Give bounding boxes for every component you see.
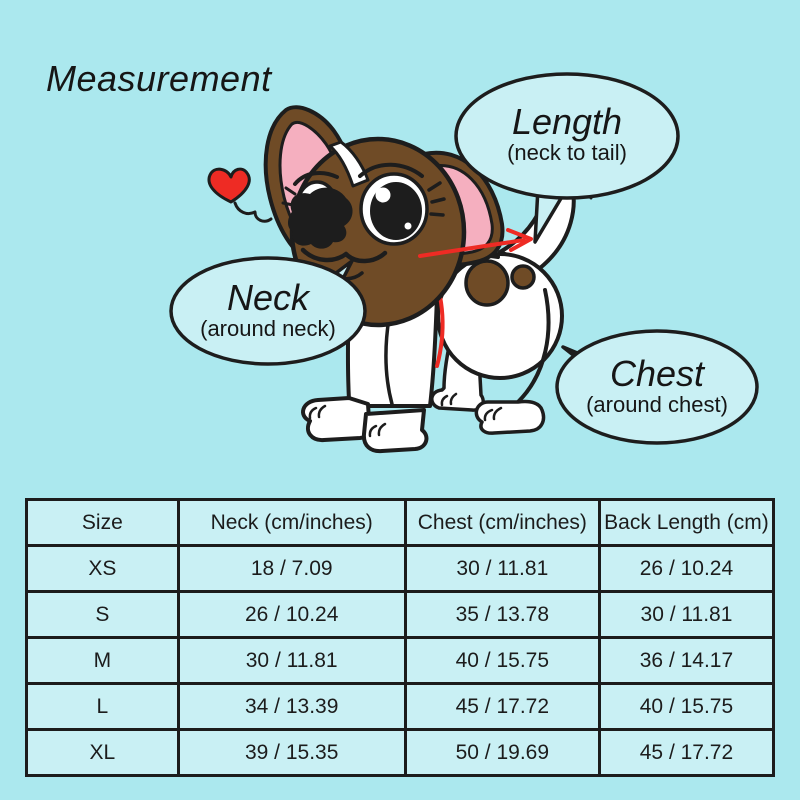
dog-haunch-line [516,288,551,404]
front-right-toe-lines [368,422,387,438]
length-label: Length (neck to tail) [507,100,627,166]
table-row: XL 39 / 15.35 50 / 19.69 45 / 17.72 [25,728,776,777]
value-cell: 26 / 10.24 [176,590,407,639]
col-header-size: Size [25,498,180,547]
value-cell: 35 / 13.78 [403,590,601,639]
size-cell: XL [25,728,180,777]
size-cell: L [25,682,180,731]
length-arrow [418,238,526,258]
value-cell: 40 / 15.75 [403,636,601,685]
kiss-squiggle [233,201,273,223]
size-table: Size Neck (cm/inches) Chest (cm/inches) … [25,498,776,777]
value-cell: 30 / 11.81 [597,590,776,639]
table-row: S 26 / 10.24 35 / 13.78 30 / 11.81 [25,590,776,639]
value-cell: 26 / 10.24 [597,544,776,593]
chest-label-subtitle: (around chest) [586,392,728,418]
value-cell: 36 / 14.17 [597,636,776,685]
neck-bubble [169,256,367,366]
dog-brow-left [293,170,339,186]
dog-front-right-paw [361,408,429,454]
table-header-row: Size Neck (cm/inches) Chest (cm/inches) … [25,498,776,547]
page-title: Measurement [46,58,272,99]
right-eye-highlight [375,187,391,203]
dog-front-left-paw [301,396,374,443]
dog-smile [300,247,388,264]
chest-label: Chest (around chest) [586,352,728,418]
rump-spot-small [510,264,536,290]
length-bubble [454,72,680,200]
col-header-back-length: Back Length (cm) [597,498,776,547]
col-header-chest: Chest (cm/inches) [403,498,601,547]
dog-illustration [169,72,759,454]
value-cell: 30 / 11.81 [403,544,601,593]
neck-label-subtitle: (around neck) [200,316,336,342]
table-row: XS 18 / 7.09 30 / 11.81 26 / 10.24 [25,544,776,593]
heart-icon [207,167,251,204]
table-row: M 30 / 11.81 40 / 15.75 36 / 14.17 [25,636,776,685]
size-cell: S [25,590,180,639]
value-cell: 45 / 17.72 [597,728,776,777]
value-cell: 40 / 15.75 [597,682,776,731]
value-cell: 34 / 13.39 [176,682,407,731]
value-cell: 30 / 11.81 [176,636,407,685]
chest-bubble [555,329,759,445]
rump-spot-large [464,259,510,307]
value-cell: 39 / 15.35 [176,728,407,777]
value-cell: 50 / 19.69 [403,728,601,777]
chest-label-title: Chest [609,352,705,394]
front-leg-gap [384,316,394,406]
table-row: L 34 / 13.39 45 / 17.72 40 / 15.75 [25,682,776,731]
front-left-toe-lines [308,404,327,420]
size-cell: XS [25,544,180,593]
length-label-title: Length [511,100,623,142]
value-cell: 18 / 7.09 [176,544,407,593]
neck-label-title: Neck [226,276,310,318]
value-cell: 45 / 17.72 [403,682,601,731]
dog-rear-paw [474,399,546,435]
rear-far-toe-lines [440,392,458,407]
dog-brow-right [358,162,424,178]
right-eyelashes [427,181,446,217]
length-label-subtitle: (neck to tail) [507,140,627,166]
col-header-neck: Neck (cm/inches) [176,498,407,547]
neck-label: Neck (around neck) [200,276,336,342]
rear-toe-lines [483,406,503,422]
right-eye-highlight-small [404,222,412,230]
length-arrow-head [506,228,533,252]
size-cell: M [25,636,180,685]
dog-nose [288,187,353,249]
